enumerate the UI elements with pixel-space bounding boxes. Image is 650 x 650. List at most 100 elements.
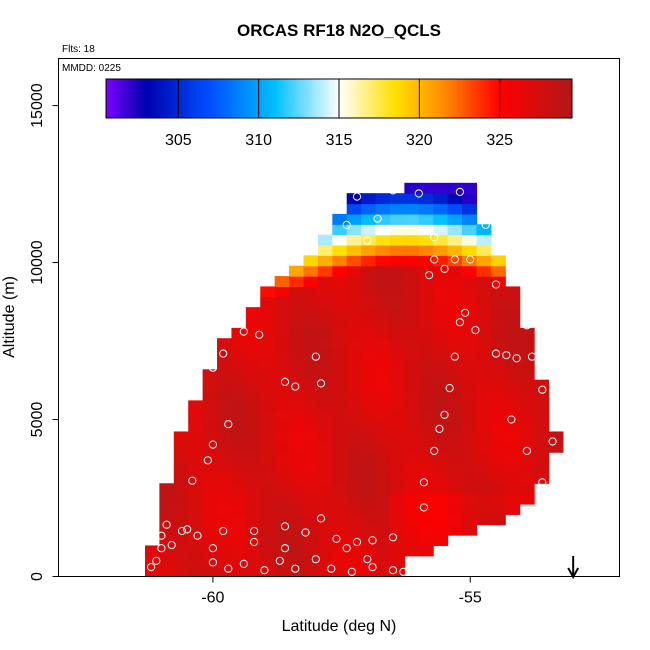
heatmap-cell (188, 421, 204, 433)
data-point (388, 566, 398, 575)
heatmap-cell (505, 317, 521, 329)
heatmap-cell (188, 483, 204, 495)
heatmap-cell (173, 441, 189, 453)
heatmap-cell (519, 327, 535, 339)
heatmap-cell (289, 431, 305, 443)
heatmap-cell (317, 431, 333, 443)
heatmap-cell (433, 358, 449, 370)
heatmap-cell (173, 524, 189, 536)
heatmap-cell (317, 421, 333, 433)
heatmap-cell (361, 265, 377, 277)
heatmap-cell (361, 317, 377, 329)
heatmap-cell (361, 545, 377, 557)
heatmap-cell (346, 524, 362, 536)
data-point (275, 556, 284, 565)
data-point (373, 214, 382, 223)
heatmap-cell (462, 431, 478, 443)
heatmap-cell (389, 452, 405, 464)
heatmap-cell (332, 514, 348, 526)
heatmap-cell (260, 379, 276, 391)
heatmap-cell (375, 390, 391, 401)
heatmap-cell (447, 483, 463, 495)
heatmap-cell (303, 566, 319, 578)
heatmap-cell (260, 503, 276, 515)
heatmap-cell (490, 317, 506, 329)
heatmap-cell (260, 535, 276, 547)
heatmap-cell (303, 472, 319, 484)
data-point (157, 531, 166, 540)
heatmap-cell (231, 327, 247, 339)
heatmap-cell (289, 379, 305, 391)
data-point (167, 541, 176, 550)
heatmap-cell (361, 566, 377, 578)
heatmap-cell (404, 462, 420, 474)
data-point (291, 564, 300, 573)
heatmap-cell (303, 452, 319, 464)
heatmap-cell (217, 421, 233, 433)
heatmap-cell (217, 462, 233, 474)
heatmap-cell (332, 555, 348, 567)
heatmap-cell (375, 452, 391, 464)
heatmap-cell (447, 503, 463, 515)
heatmap-cell (490, 390, 506, 401)
heatmap-cell (274, 462, 290, 474)
heatmap-cell (361, 483, 377, 495)
heatmap-cell (418, 307, 434, 319)
heatmap-cell (375, 493, 391, 505)
heatmap-cell (317, 276, 333, 288)
heatmap-cell (317, 441, 333, 453)
data-point (224, 420, 233, 429)
heatmap-cell (346, 462, 362, 474)
heatmap-cell (317, 493, 333, 505)
heatmap-cell (188, 441, 204, 453)
heatmap-cell (505, 338, 521, 350)
heatmap-cell (361, 307, 377, 319)
heatmap-cell (289, 358, 305, 370)
data-point (481, 220, 490, 229)
heatmap-cell (346, 244, 362, 256)
data-point (183, 525, 192, 534)
heatmap-cell (361, 255, 377, 267)
heatmap-cell (404, 265, 420, 277)
heatmap-cell (404, 472, 420, 484)
heatmap-cell (346, 379, 362, 391)
heatmap-cell (447, 182, 463, 194)
heatmap-cell (159, 555, 175, 567)
heatmap-cell (418, 213, 434, 225)
heatmap-cell (231, 472, 247, 484)
heatmap-cell (202, 400, 218, 412)
data-point (311, 352, 320, 361)
heatmap-cell (389, 421, 405, 433)
heatmap-cell (289, 462, 305, 474)
heatmap-cell (490, 483, 506, 495)
heatmap-cell (346, 307, 362, 319)
heatmap-cell (303, 545, 319, 557)
heatmap-cell (361, 400, 377, 412)
heatmap-cell (490, 286, 506, 298)
heatmap-cell (260, 441, 276, 453)
data-point (239, 559, 248, 569)
heatmap-cell (447, 421, 463, 433)
heatmap-cell (260, 307, 276, 319)
heatmap-cell (490, 296, 506, 308)
heatmap-cell (346, 213, 362, 225)
data-point (250, 526, 259, 536)
heatmap-cell (231, 338, 247, 350)
heatmap-cell (231, 503, 247, 515)
heatmap-cell (317, 503, 333, 515)
heatmap-cell (260, 410, 276, 422)
heatmap-cell (447, 203, 463, 215)
heatmap-cell (159, 524, 175, 536)
heatmap-cell (476, 265, 492, 277)
heatmap-cell (361, 503, 377, 515)
heatmap-cell (303, 348, 319, 360)
heatmap-cell (447, 524, 463, 536)
heatmap-cell (447, 472, 463, 484)
heatmap-cell (433, 338, 449, 350)
heatmap-cell (346, 431, 362, 443)
heatmap-cell (433, 535, 449, 547)
heatmap-cell (144, 545, 160, 557)
heatmap-cell (332, 244, 348, 256)
heatmap-cell (346, 472, 362, 484)
